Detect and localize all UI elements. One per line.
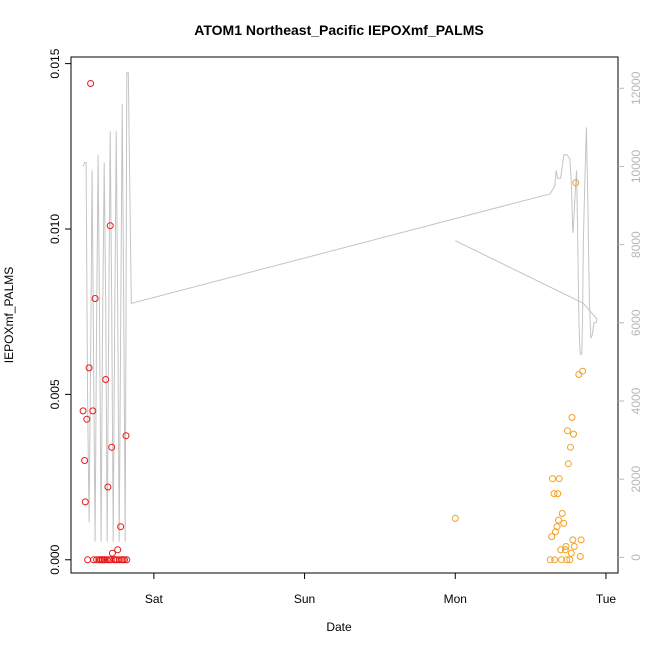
x-tick-label: Mon: [444, 592, 467, 606]
data-point-orange: [576, 553, 584, 560]
data-point-red: [123, 556, 131, 564]
x-axis-label: Date: [326, 620, 352, 634]
data-point-orange: [554, 490, 562, 498]
data-point-red: [117, 523, 125, 531]
data-point-orange: [557, 546, 565, 554]
data-point-orange: [550, 490, 558, 498]
y-tick-label: 0.015: [48, 48, 62, 78]
y2-tick-label: 10000: [629, 149, 643, 183]
data-point-orange: [562, 543, 570, 550]
data-point-red: [89, 407, 97, 415]
y-tick-label: 0.010: [48, 214, 62, 244]
data-point-orange: [548, 533, 556, 541]
data-point-orange: [552, 528, 559, 536]
data-point-orange: [558, 556, 565, 564]
x-axis: Sat Sun Mon Tue: [145, 573, 617, 606]
data-point-red: [104, 483, 112, 491]
data-point-orange: [563, 556, 571, 564]
data-point-orange: [570, 543, 578, 550]
data-point-red: [102, 376, 110, 383]
y2-tick-label: 0: [629, 554, 643, 561]
data-point-red: [108, 443, 116, 451]
data-point-orange: [570, 430, 577, 438]
data-point-orange: [560, 519, 568, 527]
y2-tick-label: 12000: [629, 71, 643, 105]
data-point-red: [115, 556, 123, 564]
data-point-red: [90, 556, 98, 564]
data-point-red: [106, 222, 114, 230]
data-point-red: [87, 80, 95, 87]
y-tick-label: 0.005: [48, 379, 62, 409]
data-point-orange: [579, 367, 587, 375]
data-point-orange: [572, 179, 580, 187]
data-point-red: [79, 407, 87, 415]
secondary-line-series: [82, 72, 598, 542]
y2-tick-label: 8000: [629, 231, 643, 258]
data-point-orange: [569, 536, 577, 544]
data-point-red: [122, 432, 130, 440]
data-point-red: [83, 415, 91, 423]
secondary-y-axis: 0 2000 4000 6000 8000 10000 12000: [618, 71, 643, 561]
data-point-orange: [577, 536, 585, 544]
data-point-red: [103, 556, 111, 564]
data-point-red: [81, 498, 89, 506]
data-point-red: [81, 457, 89, 464]
data-point-orange: [549, 475, 556, 483]
data-point-red: [84, 556, 92, 564]
data-point-orange: [555, 475, 563, 483]
data-point-orange: [567, 549, 575, 557]
data-point-orange: [555, 516, 562, 524]
data-point-red: [121, 556, 128, 564]
data-point-orange: [566, 556, 574, 564]
data-point-orange: [564, 427, 571, 435]
data-point-orange: [567, 443, 574, 451]
y2-tick-label: 2000: [629, 466, 643, 493]
chart-title: ATOM1 Northeast_Pacific IEPOXmf_PALMS: [194, 22, 483, 38]
data-point-red: [85, 364, 93, 372]
y-axis: 0.000 0.005 0.010 0.015: [48, 48, 71, 575]
data-point-orange: [558, 510, 566, 517]
data-point-orange: [546, 556, 554, 564]
y2-tick-label: 6000: [629, 309, 643, 336]
y-axis-label: IEPOXmf_PALMS: [2, 267, 16, 363]
data-point-orange: [575, 371, 583, 378]
data-point-orange: [564, 460, 572, 468]
data-point-red: [108, 549, 116, 557]
data-point-orange: [568, 414, 576, 421]
data-point-orange: [553, 523, 561, 531]
data-point-red: [91, 295, 99, 302]
data-point-orange: [551, 556, 559, 564]
y-tick-label: 0.000: [48, 544, 62, 574]
plot-frame: [70, 56, 619, 574]
x-tick-label: Sun: [294, 592, 315, 606]
scatter-points: [79, 80, 587, 564]
data-point-orange: [451, 514, 459, 522]
y2-tick-label: 4000: [629, 387, 643, 414]
x-tick-label: Sat: [145, 592, 164, 606]
x-tick-label: Tue: [596, 592, 617, 606]
data-point-red: [114, 546, 122, 554]
data-point-orange: [561, 546, 569, 554]
secondary-series-line: [82, 72, 598, 542]
